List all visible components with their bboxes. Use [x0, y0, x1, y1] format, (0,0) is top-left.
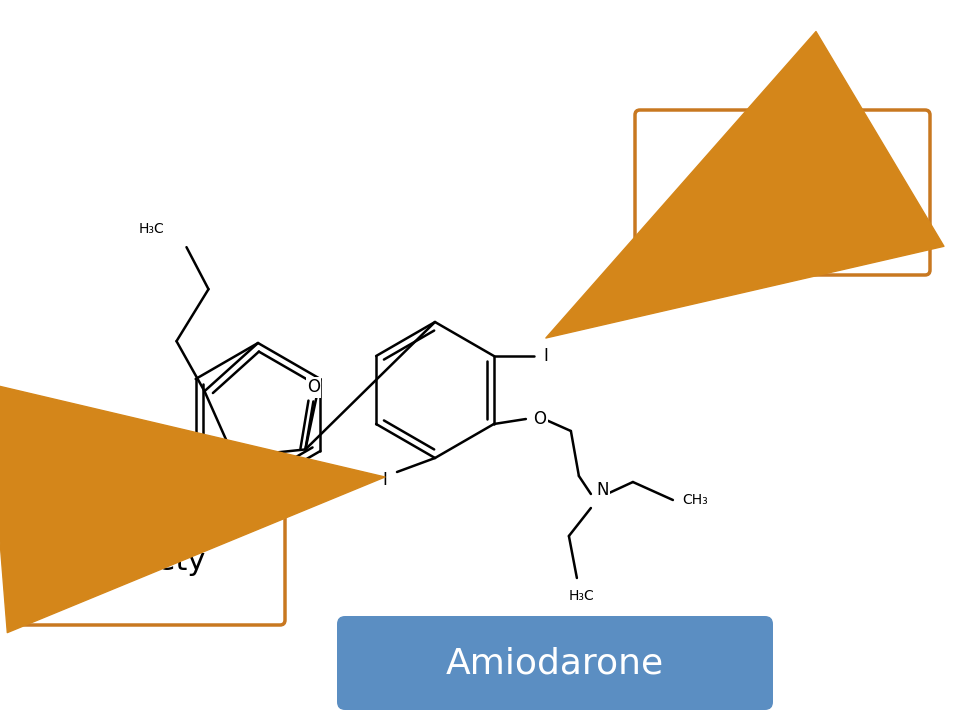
Text: O: O — [307, 379, 320, 397]
Text: H₃C: H₃C — [569, 589, 595, 603]
Text: I: I — [383, 471, 388, 489]
Text: N: N — [596, 481, 610, 499]
Text: CH₃: CH₃ — [682, 493, 708, 507]
FancyBboxPatch shape — [635, 110, 930, 275]
FancyBboxPatch shape — [337, 616, 773, 710]
Text: Amiodarone: Amiodarone — [446, 646, 664, 680]
Text: I: I — [543, 347, 548, 365]
Text: Iodine
moiety: Iodine moiety — [730, 159, 835, 226]
Text: H₃C: H₃C — [139, 222, 164, 236]
Text: Iodine
moiety: Iodine moiety — [100, 509, 205, 576]
Text: O: O — [534, 410, 546, 428]
FancyBboxPatch shape — [20, 460, 285, 625]
Text: O: O — [226, 448, 238, 466]
